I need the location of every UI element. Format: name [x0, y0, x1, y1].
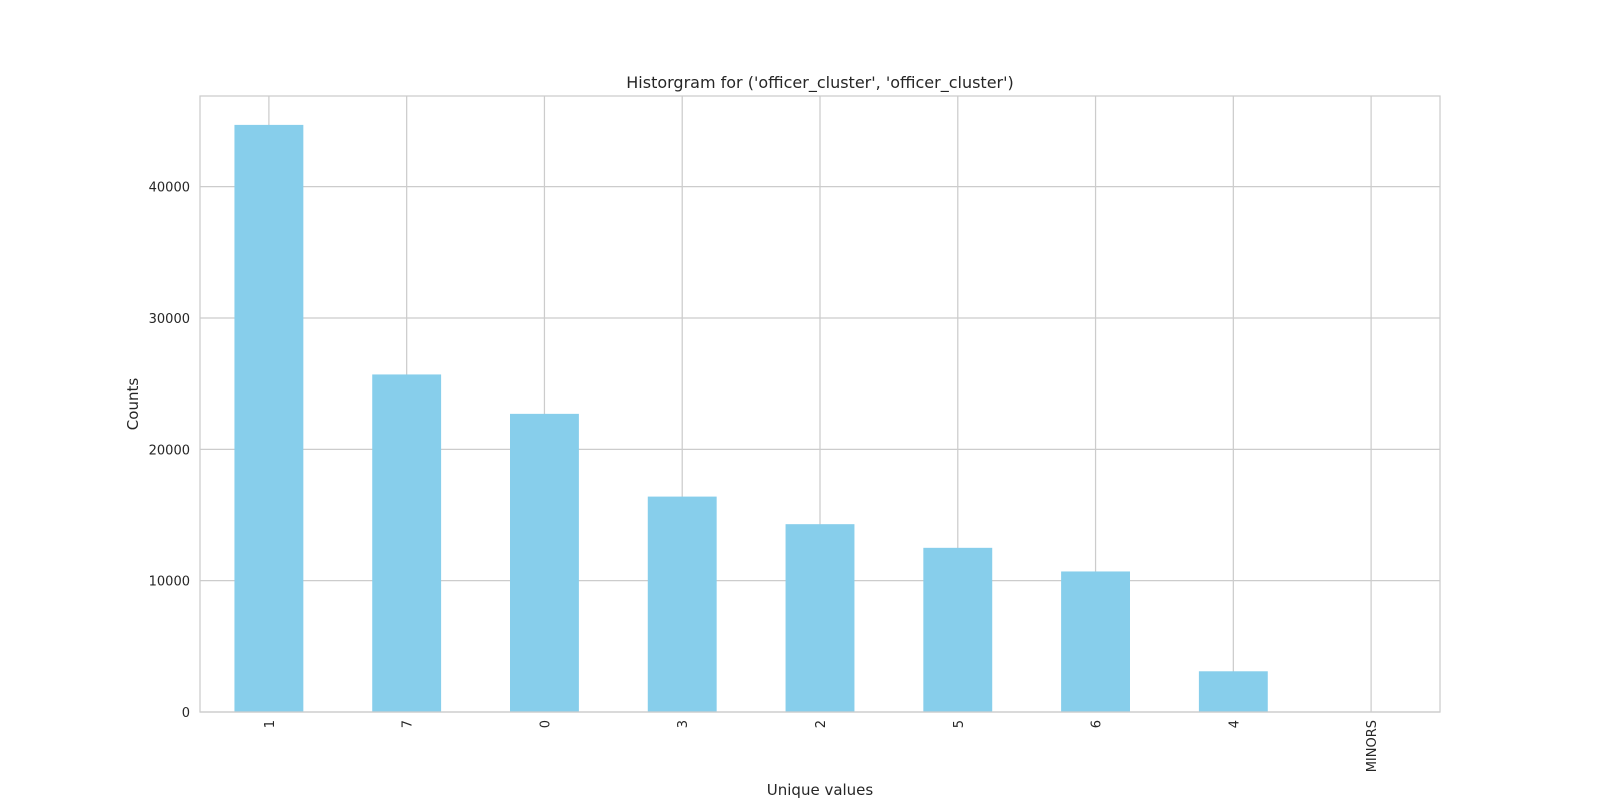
x-tick-labels: 1 7 0 3 2 5 6 4 MINORS: [263, 720, 1380, 772]
y-tick-label: 30000: [149, 312, 190, 327]
bar-6: [1061, 571, 1130, 712]
y-tick-label: 10000: [149, 575, 190, 590]
y-tick-labels: 0 10000 20000 30000 40000: [149, 181, 190, 721]
x-axis-label: Unique values: [767, 781, 874, 799]
x-tick-label: 6: [1090, 720, 1105, 728]
chart-title: Historgram for ('officer_cluster', 'offi…: [626, 73, 1014, 93]
bar-1: [234, 124, 304, 713]
x-tick-label: 1: [263, 720, 278, 728]
x-tick-label: MINORS: [1365, 720, 1380, 772]
x-tick-label: 2: [814, 720, 829, 728]
bar-0: [510, 413, 579, 712]
x-tick-label: 7: [401, 720, 416, 728]
x-tick-label: 4: [1227, 720, 1242, 728]
y-tick-label: 0: [182, 706, 190, 721]
y-axis-label: Counts: [124, 378, 142, 431]
bars-layer: [234, 124, 1268, 713]
x-tick-label: 3: [676, 720, 691, 728]
x-tick-label: 5: [952, 720, 967, 728]
bar-2: [785, 524, 855, 712]
plot-frame: [199, 95, 1441, 713]
bar-3: [647, 496, 717, 712]
y-tick-label: 40000: [149, 181, 190, 196]
bar-4: [1198, 671, 1268, 712]
y-tick-label: 20000: [149, 443, 190, 458]
bar-5: [923, 547, 993, 712]
bar-7: [372, 374, 442, 712]
x-tick-label: 0: [538, 720, 553, 728]
